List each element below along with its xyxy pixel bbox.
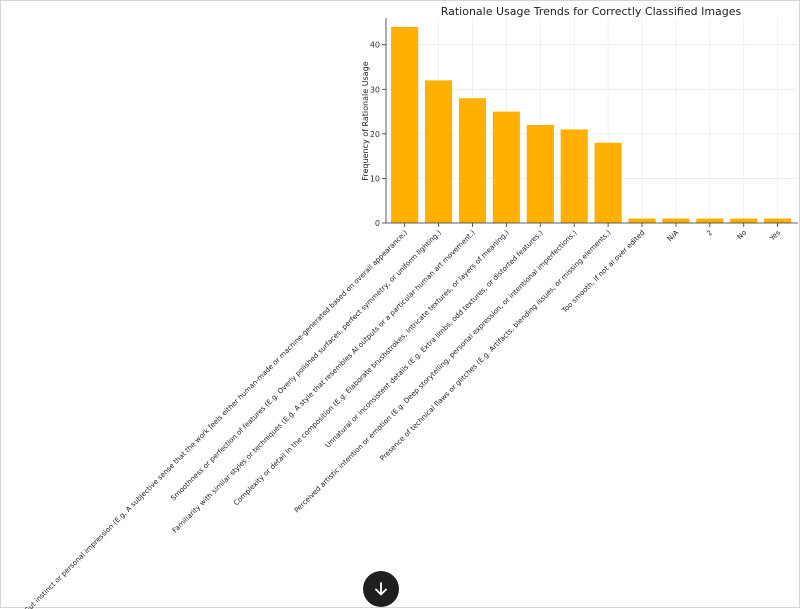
y-tick-label: 10: [370, 174, 380, 183]
y-axis-label: Frequency of Rationale Usage: [361, 61, 370, 180]
chart-title: Rationale Usage Trends for Correctly Cla…: [441, 5, 742, 18]
axes: [385, 18, 798, 224]
x-tick-label: 2: [705, 229, 714, 238]
y-tick-label: 30: [370, 85, 380, 94]
bar: [560, 129, 588, 223]
y-tick-label: 40: [370, 41, 380, 50]
bar: [628, 218, 656, 223]
x-tick-label: Unnatural or inconsistent details (E.g. …: [324, 229, 545, 450]
bar: [764, 218, 792, 223]
arrow-down-icon: [375, 582, 387, 596]
bar: [662, 218, 690, 223]
bar: [391, 26, 419, 224]
bar: [594, 142, 622, 223]
bar: [526, 124, 554, 223]
bar: [730, 218, 758, 223]
x-tick-label: N/A: [666, 229, 681, 244]
bar: [696, 218, 724, 223]
y-tick-label: 20: [370, 130, 380, 139]
bar: [424, 80, 453, 224]
scroll-down-button[interactable]: [363, 571, 399, 607]
bar: [492, 111, 520, 223]
x-tick-label: Yes: [768, 229, 783, 244]
x-ticks: Gut instinct or personal impression (E.g…: [23, 223, 782, 609]
bars: [391, 26, 792, 224]
y-tick-label: 0: [375, 219, 380, 228]
x-tick-label: No: [736, 229, 748, 241]
bar: [458, 98, 487, 223]
y-ticks: 0 10 20 30 40: [370, 41, 386, 228]
